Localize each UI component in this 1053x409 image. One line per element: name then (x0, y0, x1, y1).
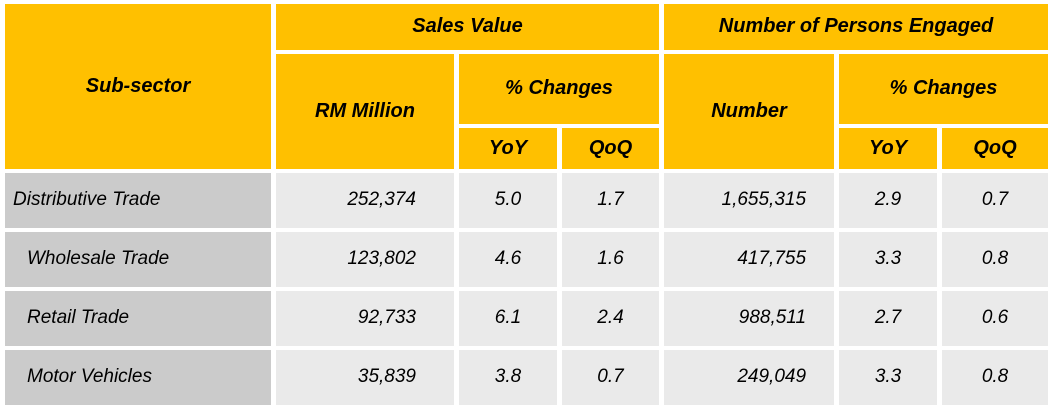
table-row-wholesale-trade: Wholesale Trade 123,802 4.6 1.6 417,755 … (5, 231, 1049, 287)
cell-sales-yoy: 4.6 (459, 231, 557, 287)
header-persons-yoy: YoY (839, 128, 938, 169)
cell-persons-qoq: 0.7 (942, 172, 1049, 228)
cell-persons-number: 988,511 (664, 290, 835, 346)
cell-persons-yoy: 3.3 (839, 231, 938, 287)
header-rm-million: RM Million (276, 53, 454, 169)
cell-persons-number: 1,655,315 (664, 172, 835, 228)
cell-persons-qoq: 0.6 (942, 290, 1049, 346)
cell-sales-rm-million: 92,733 (276, 290, 454, 346)
cell-persons-number: 249,049 (664, 349, 835, 405)
header-sales-pct-changes: % Changes (459, 53, 660, 125)
header-persons-pct-changes: % Changes (839, 53, 1049, 125)
header-persons-engaged: Number of Persons Engaged (664, 4, 1049, 50)
cell-sales-yoy: 6.1 (459, 290, 557, 346)
header-sales-qoq: QoQ (562, 128, 660, 169)
cell-persons-yoy: 3.3 (839, 349, 938, 405)
cell-sales-rm-million: 35,839 (276, 349, 454, 405)
row-label: Motor Vehicles (5, 349, 271, 405)
row-label: Retail Trade (5, 290, 271, 346)
cell-persons-yoy: 2.7 (839, 290, 938, 346)
cell-sales-yoy: 3.8 (459, 349, 557, 405)
cell-sales-qoq: 0.7 (562, 349, 660, 405)
cell-persons-qoq: 0.8 (942, 231, 1049, 287)
cell-sales-qoq: 1.6 (562, 231, 660, 287)
cell-persons-number: 417,755 (664, 231, 835, 287)
cell-sales-qoq: 1.7 (562, 172, 660, 228)
table-row-distributive-trade: Distributive Trade 252,374 5.0 1.7 1,655… (5, 172, 1049, 228)
cell-persons-qoq: 0.8 (942, 349, 1049, 405)
header-sales-value: Sales Value (276, 4, 660, 50)
header-sales-yoy: YoY (459, 128, 557, 169)
row-label: Wholesale Trade (5, 231, 271, 287)
cell-sales-rm-million: 123,802 (276, 231, 454, 287)
cell-persons-yoy: 2.9 (839, 172, 938, 228)
cell-sales-yoy: 5.0 (459, 172, 557, 228)
table-row-motor-vehicles: Motor Vehicles 35,839 3.8 0.7 249,049 3.… (5, 349, 1049, 405)
table-row-retail-trade: Retail Trade 92,733 6.1 2.4 988,511 2.7 … (5, 290, 1049, 346)
row-label: Distributive Trade (5, 172, 271, 228)
cell-sales-qoq: 2.4 (562, 290, 660, 346)
cell-sales-rm-million: 252,374 (276, 172, 454, 228)
header-sub-sector: Sub-sector (5, 4, 271, 169)
header-number: Number (664, 53, 835, 169)
header-persons-qoq: QoQ (942, 128, 1049, 169)
